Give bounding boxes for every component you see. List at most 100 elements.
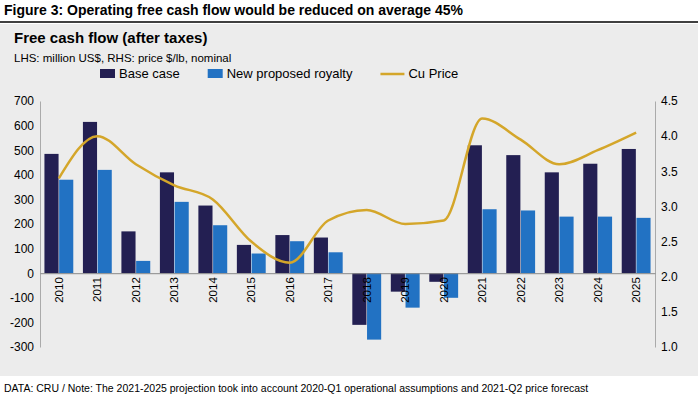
- note: DATA: CRU / Note: The 2021-2025 projecti…: [4, 382, 588, 394]
- bar: [636, 218, 650, 273]
- tick-label: 0: [27, 267, 34, 281]
- bar: [98, 170, 112, 273]
- legend-label: Cu Price: [408, 66, 458, 81]
- x-axis: 2010 2011 2012 2013 2014 2015 2016 2017 2018 2019…: [41, 273, 656, 303]
- tick-label: 2018: [361, 277, 373, 303]
- tick: 2023: [553, 273, 565, 303]
- tick: 100: [14, 242, 40, 256]
- legend: Base case New proposed royalty Cu Price: [100, 66, 458, 81]
- tick: 1.5: [655, 305, 678, 319]
- tick: -300: [10, 340, 40, 354]
- legend-swatch: [380, 73, 404, 76]
- tick-label: 300: [14, 193, 34, 207]
- tick: 2011: [91, 273, 103, 302]
- tick: 600: [14, 119, 40, 133]
- legend-swatch: [208, 69, 223, 78]
- tick-label: 4.5: [661, 94, 678, 108]
- bar-series: [44, 122, 635, 325]
- tick-label: -300: [10, 340, 34, 354]
- tick-label: 1.0: [661, 340, 678, 354]
- bar: [136, 261, 150, 273]
- tick: 2.5: [655, 235, 678, 249]
- subtitle: Free cash flow (after taxes): [14, 29, 207, 46]
- tick: 1.0: [655, 340, 678, 354]
- tick-label: 2010: [53, 277, 65, 303]
- tick: 2012: [130, 273, 142, 303]
- tick: 2022: [515, 273, 527, 303]
- chart: Figure 3: Operating free cash flow would…: [0, 0, 698, 399]
- tick-label: 500: [14, 144, 34, 158]
- bar: [468, 145, 482, 273]
- bar: [83, 122, 97, 273]
- bar: [521, 210, 535, 273]
- title-rule: [0, 21, 698, 23]
- tick: -200: [10, 316, 40, 330]
- tick-label: 700: [14, 94, 34, 108]
- tick-label: 2020: [438, 277, 450, 303]
- bar: [59, 180, 73, 273]
- line: [59, 119, 636, 263]
- legend-swatch: [100, 69, 115, 78]
- tick: 3.0: [655, 200, 678, 214]
- tick: 4.5: [655, 94, 678, 108]
- tick: 2.0: [655, 270, 678, 284]
- tick-label: 2024: [592, 277, 604, 303]
- tick: 300: [14, 193, 40, 207]
- tick-label: 100: [14, 242, 34, 256]
- tick: 2017: [322, 273, 334, 303]
- tick: 700: [14, 94, 40, 108]
- tick-label: 2017: [322, 277, 334, 303]
- bar: [314, 238, 328, 274]
- tick: 2024: [592, 273, 604, 303]
- bar: [252, 254, 266, 274]
- bar: [160, 172, 174, 273]
- tick-label: 2.5: [661, 235, 678, 249]
- tick-label: 2011: [91, 277, 103, 302]
- title: Figure 3: Operating free cash flow would…: [4, 2, 464, 18]
- tick: 4.0: [655, 129, 678, 143]
- tick: 2020: [438, 273, 450, 303]
- axis-line: [41, 273, 656, 274]
- tick: 200: [14, 217, 40, 231]
- bar: [237, 245, 251, 273]
- bar: [583, 164, 597, 273]
- legend-item: Cu Price: [380, 66, 458, 81]
- tick-label: 2019: [399, 277, 411, 303]
- y2-axis: 1.0 1.5 2.0 2.5 3.0 3.5 4.0 4.5: [655, 94, 678, 354]
- tick-label: 600: [14, 119, 34, 133]
- bar: [290, 241, 304, 273]
- legend-item: Base case: [100, 66, 180, 81]
- bar: [506, 155, 520, 273]
- legend-item: New proposed royalty: [208, 66, 353, 81]
- tick-label: 2015: [245, 277, 257, 303]
- axis-title: LHS: million US$, RHS: price $/lb, nomin…: [14, 52, 231, 64]
- bar: [545, 172, 559, 273]
- tick-label: 2014: [207, 277, 219, 303]
- tick: 2010: [53, 273, 65, 303]
- tick: 2018: [361, 273, 373, 303]
- tick: 2016: [284, 273, 296, 303]
- bar: [622, 149, 636, 273]
- tick: 400: [14, 168, 40, 182]
- bar: [213, 225, 227, 273]
- bar: [482, 209, 496, 273]
- tick-label: 2022: [515, 277, 527, 303]
- tick: -100: [10, 291, 40, 305]
- bar: [44, 154, 58, 273]
- axis-line: [655, 102, 656, 348]
- y-axis: -300 -200 -100 0 100 200 300 400 500 600 700: [10, 94, 41, 354]
- tick-label: 2016: [284, 277, 296, 303]
- tick: 2013: [168, 273, 180, 303]
- bar: [121, 231, 135, 273]
- tick-label: 200: [14, 217, 34, 231]
- tick-label: 2.0: [661, 270, 678, 284]
- bar: [559, 217, 573, 274]
- axis-line: [40, 102, 41, 348]
- legend-label: New proposed royalty: [227, 66, 353, 81]
- tick-label: 2023: [553, 277, 565, 303]
- bar: [329, 252, 343, 273]
- tick-label: 3.5: [661, 165, 678, 179]
- plot-area: [44, 119, 650, 340]
- tick: 2015: [245, 273, 257, 303]
- tick-label: 1.5: [661, 305, 678, 319]
